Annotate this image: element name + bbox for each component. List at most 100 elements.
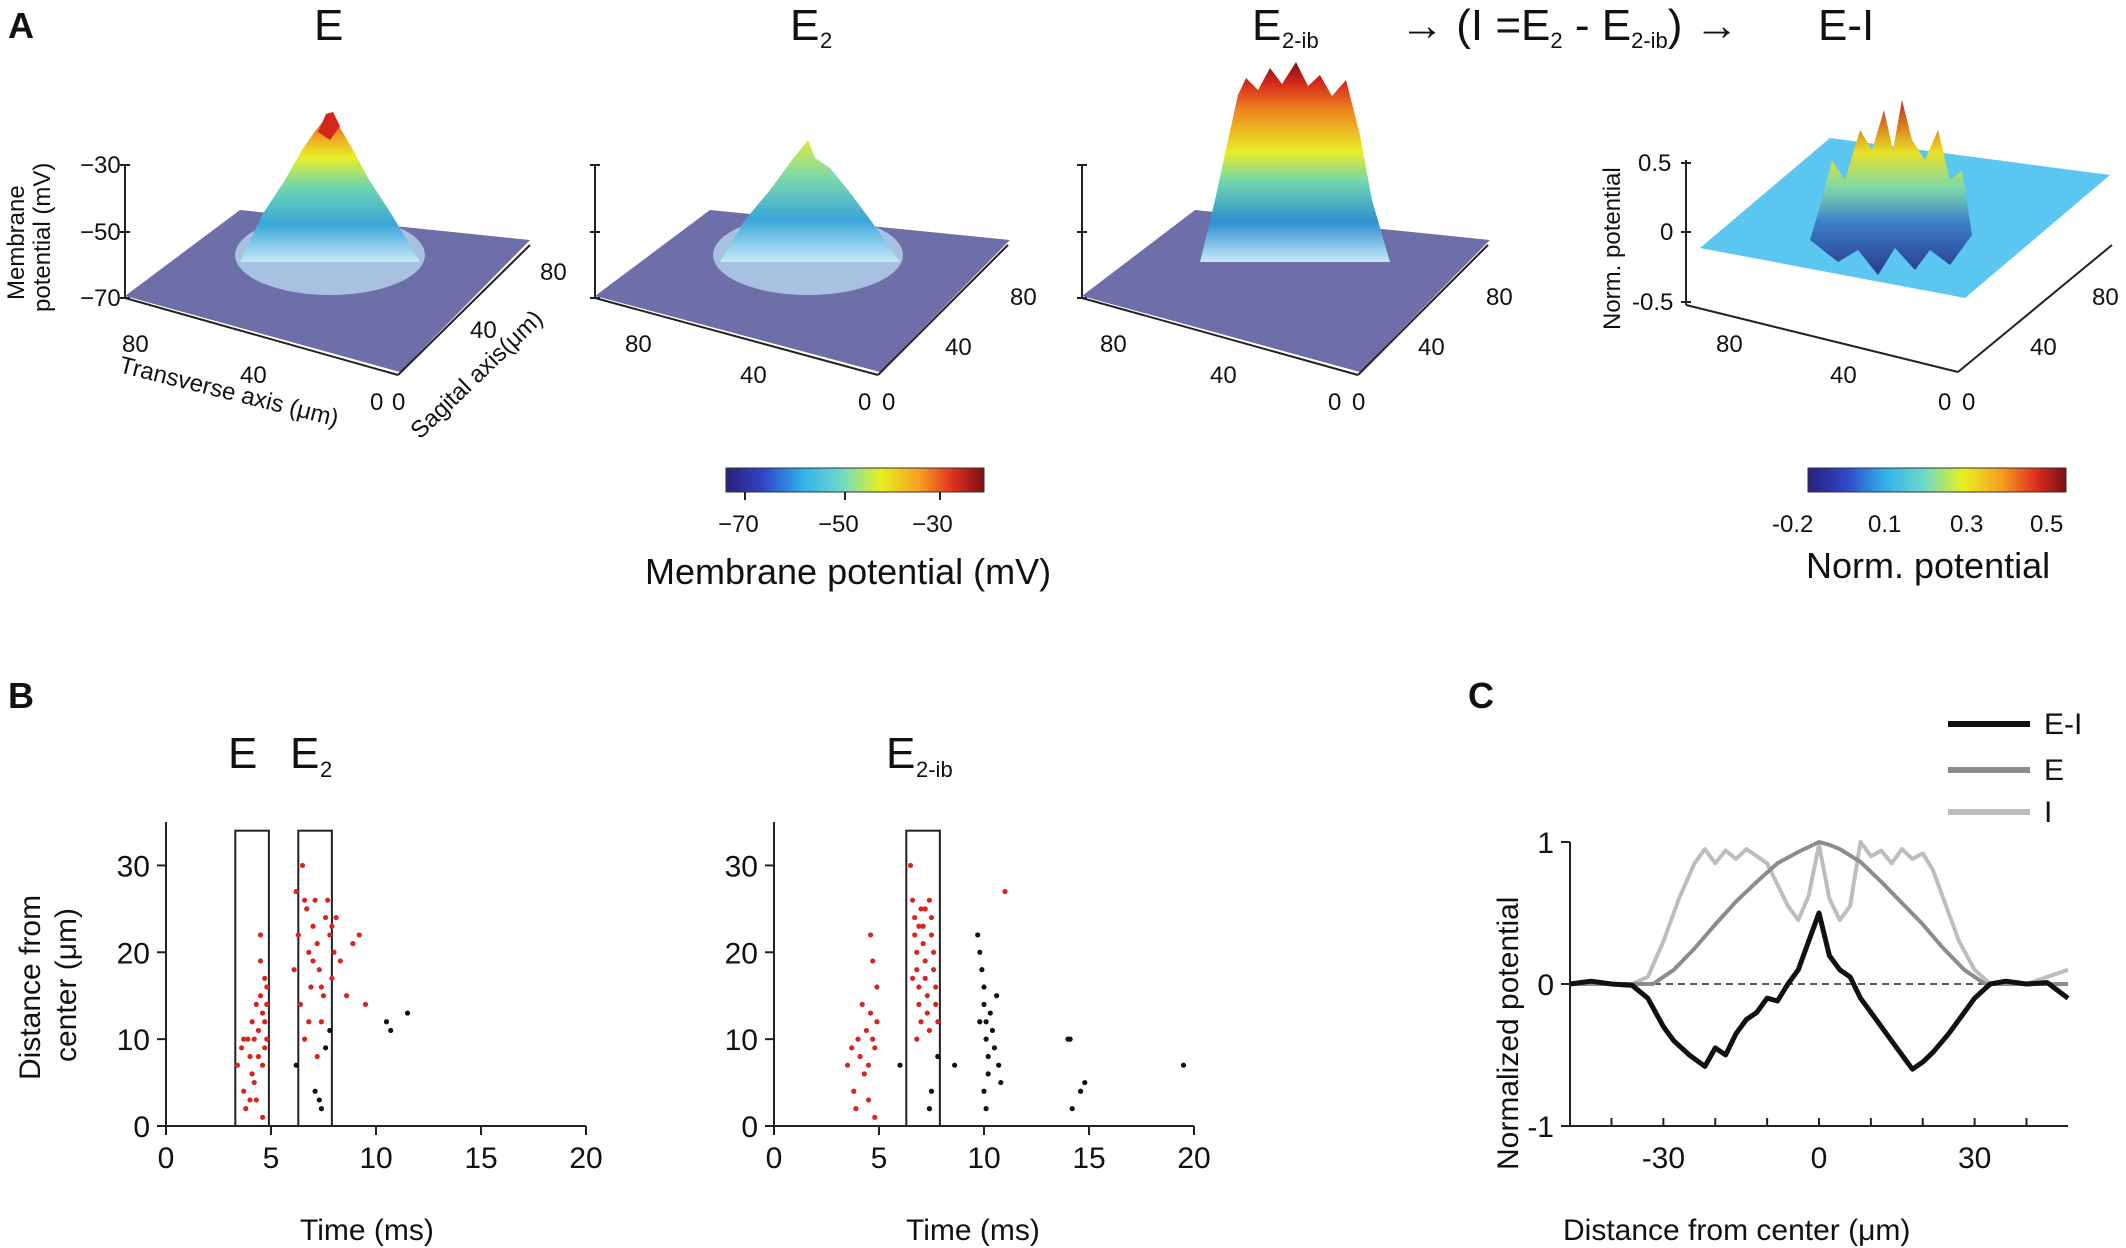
colorbar1-tick-0: −70 — [718, 511, 759, 538]
raster-left-spike-red — [299, 862, 306, 869]
raster-right-spike-red — [851, 1088, 857, 1094]
raster-left-spike-red — [253, 1001, 259, 1008]
raster-right-spike-red — [924, 1010, 930, 1016]
raster-left-spike-red — [310, 958, 316, 964]
c-series-i — [1570, 840, 2069, 986]
colorbar2-tick-1: 0.1 — [1868, 511, 1901, 538]
c-xtick-label: 0 — [1811, 1142, 1828, 1175]
raster-left-spike-red — [350, 941, 356, 947]
raster-right-spike-red — [928, 932, 935, 938]
raster-left-spike-black — [318, 1106, 324, 1112]
raster-right-spike-red — [868, 1010, 874, 1016]
raster-left: E E 2 Distance from center (μm) Time (ms… — [14, 729, 603, 1247]
c-ytick-label: -1 — [1527, 1111, 1554, 1144]
raster-left-xtick-label: 15 — [464, 1142, 497, 1175]
raster-right-xlabel: Time (ms) — [906, 1214, 1040, 1247]
panel-label-a: A — [8, 5, 34, 46]
raster-right-spike-black — [996, 1062, 1002, 1068]
raster-right-spike-red — [1002, 888, 1008, 895]
raster-left-spike-red — [257, 932, 264, 938]
c-ytick-label: 1 — [1537, 827, 1554, 860]
raster-right-spike-red — [857, 1053, 863, 1060]
raster-right-spike-black — [991, 1045, 998, 1051]
c-xlabel: Distance from center (μm) — [1563, 1214, 1910, 1247]
raster-right-spike-black — [985, 1053, 991, 1060]
raster-left-label-e2-sub: 2 — [320, 757, 332, 782]
raster-right-spike-black — [979, 967, 985, 973]
raster-left-spike-red — [320, 993, 327, 999]
raster-left-spike-red — [331, 949, 337, 955]
title-e2ib-sub: 2-ib — [1282, 28, 1319, 53]
ytick-e2-40: 40 — [945, 334, 972, 361]
raster-right-xtick-label: 15 — [1072, 1142, 1105, 1175]
raster-right-spike-black — [989, 1027, 996, 1034]
raster-left-spike-red — [234, 1062, 240, 1068]
raster-left-xlabel: Time (ms) — [300, 1214, 434, 1247]
xtick-e2-0: 0 — [858, 389, 871, 416]
raster-right-spike-red — [922, 906, 928, 912]
raster-right-spike-black — [983, 1106, 989, 1112]
raster-left-spike-red — [262, 1045, 268, 1051]
title-e2-main: E — [790, 1, 819, 50]
surface-peak-e — [240, 112, 420, 262]
raster-left-spike-red — [255, 1027, 261, 1034]
raster-left-spike-red — [251, 1079, 257, 1086]
zticks-ei-2: -0.5 — [1632, 289, 1673, 316]
raster-right-spike-red — [922, 958, 928, 964]
zticks-ei-0: 0.5 — [1638, 150, 1671, 177]
raster-left-spike-red — [333, 914, 339, 921]
raster-left-spike-red — [255, 1053, 261, 1060]
raster-right-spike-red — [916, 923, 922, 929]
raster-left-spike-red — [260, 1010, 266, 1016]
raster-left-spike-red — [306, 949, 312, 955]
raster-right-spike-black — [928, 1088, 935, 1094]
raster-left-spike-red — [329, 975, 335, 981]
raster-left-spike-red — [247, 1097, 253, 1103]
raster-right-spike-red — [853, 1106, 859, 1112]
raster-left-spike-red — [241, 1088, 247, 1094]
raster-left-spike-red — [257, 958, 264, 964]
raster-right-spike-black — [1069, 1106, 1075, 1112]
ytick-e-0: 0 — [392, 389, 405, 416]
raster-right-spike-black — [975, 932, 981, 938]
panel-label-b: B — [8, 675, 34, 716]
zticks-e-2: −70 — [80, 285, 121, 312]
ytick-e2ib-0: 0 — [1352, 389, 1365, 416]
colorbar1-title: Membrane potential (mV) — [645, 551, 1051, 592]
raster-left-spike-red — [314, 941, 320, 947]
zticks-ei-1: 0 — [1660, 219, 1673, 246]
raster-left-spike-red — [264, 1036, 270, 1042]
raster-left-spike-red — [243, 1106, 249, 1112]
raster-left-spike-red — [260, 1114, 266, 1120]
raster-left-spike-red — [344, 993, 350, 999]
colorbar-norm-gradient — [1807, 467, 2067, 493]
raster-right-spike-red — [863, 1027, 870, 1034]
ytick-e2ib-80: 80 — [1486, 284, 1513, 311]
raster-left-xtick-label: 10 — [359, 1142, 392, 1175]
raster-right-spike-black — [1180, 1062, 1187, 1068]
raster-left-window-box — [234, 829, 270, 1128]
xtick-e2-80: 80 — [625, 331, 652, 358]
legend-label-e: E — [2044, 754, 2064, 787]
zlabel-e-line2: potential (mV) — [29, 163, 56, 312]
raster-left-spike-red — [241, 1036, 247, 1042]
raster-right-spike-black — [983, 1019, 989, 1025]
xtick-e2ib-0: 0 — [1328, 389, 1341, 416]
zlabel-ei: Norm. potential — [1599, 167, 1626, 330]
raster-right-spike-black — [977, 1019, 983, 1025]
surface-plot-e2ib: 80 40 0 0 40 80 — [1077, 62, 1513, 416]
raster-right-spike-black — [981, 984, 987, 990]
raster-left-xtick-label: 20 — [569, 1142, 602, 1175]
c-series-e-i — [1569, 910, 2070, 1072]
raster-right-spike-black — [998, 1079, 1004, 1086]
raster-right-window-box — [905, 829, 941, 1128]
raster-right-spike-black — [897, 1062, 903, 1068]
xlabel-transverse: Transverse axis (μm) — [117, 352, 342, 433]
raster-left-spike-red — [293, 888, 299, 895]
xtick-e2-40: 40 — [740, 362, 767, 389]
zticks-e-1: −50 — [80, 219, 121, 246]
title-e2ib: E 2-ib — [1252, 1, 1319, 53]
raster-right-xtick-label: 0 — [766, 1142, 783, 1175]
raster-right-spike-black — [985, 1071, 991, 1077]
raster-left-spike-black — [316, 1097, 322, 1103]
